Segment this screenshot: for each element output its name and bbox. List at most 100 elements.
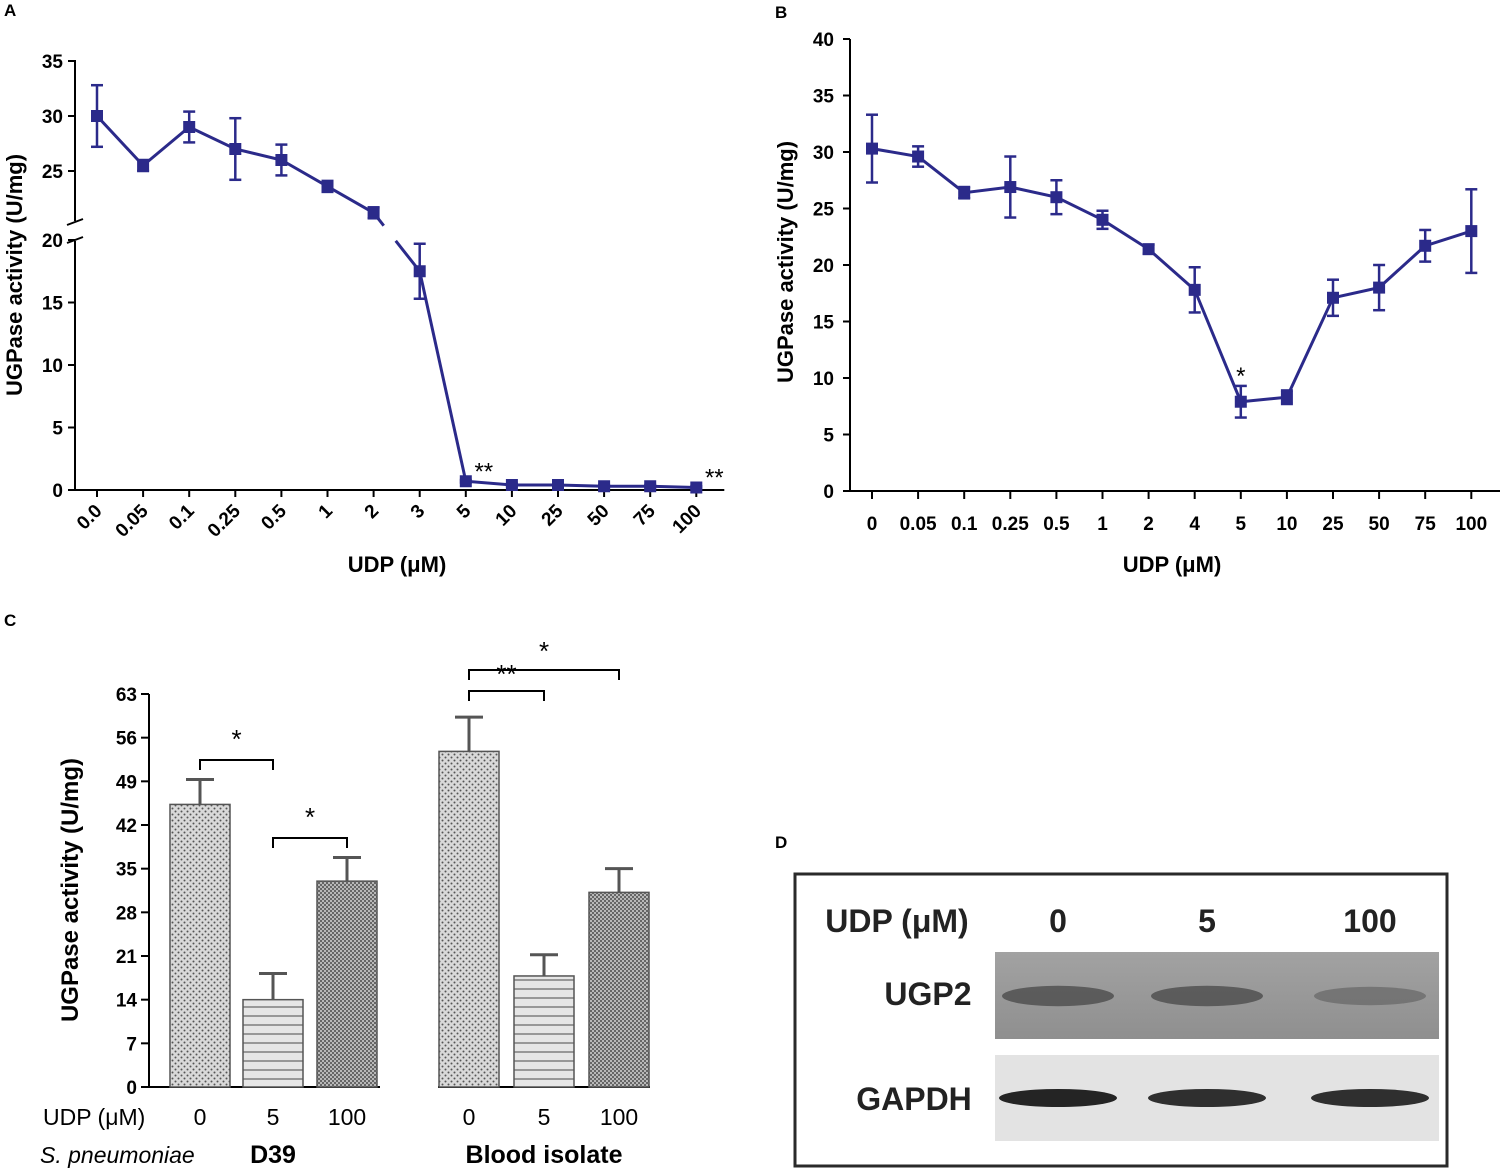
data-point [1142, 243, 1155, 256]
series-line [95, 114, 697, 489]
x-tick-label: 0.25 [204, 500, 245, 541]
significance-marker: ** [474, 458, 493, 485]
dose-label: 0 [194, 1104, 207, 1130]
data-point [91, 110, 103, 122]
x-tick-label: 10 [492, 501, 522, 531]
x-tick-label: 50 [584, 501, 614, 531]
blot-band [1151, 985, 1263, 1007]
x-tick-label: 0.0 [73, 501, 107, 535]
data-point [1188, 283, 1201, 296]
bar [588, 891, 650, 1088]
x-tick-label: 50 [1369, 514, 1390, 535]
panel-label-d: D [775, 833, 787, 852]
significance-bracket [199, 759, 274, 770]
data-point [912, 150, 925, 163]
y-tick-label: 14 [116, 991, 138, 1012]
data-point [552, 479, 564, 491]
blot-band-label-ugp2: UGP2 [884, 976, 971, 1012]
panel-label-a: A [4, 1, 16, 20]
y-tick-label: 25 [42, 162, 64, 183]
significance-marker: * [305, 802, 315, 832]
x-tick-label: 5 [1236, 514, 1247, 535]
y-tick-label: 56 [116, 729, 137, 750]
y-tick-label: 7 [126, 1034, 137, 1055]
panel-label-b: B [775, 3, 787, 22]
significance-marker: ** [705, 465, 724, 492]
blot-band-label-gapdh: GAPDH [856, 1081, 972, 1117]
dose-label: 100 [328, 1104, 366, 1130]
data-point [598, 480, 611, 493]
y-tick-label: 30 [42, 107, 63, 128]
axis-break-mark [66, 218, 84, 226]
data-point [1234, 395, 1247, 408]
y-tick-label: 15 [42, 294, 64, 315]
x-tick-label: 100 [669, 501, 706, 538]
series-line [871, 147, 1472, 404]
panel-label-c: C [4, 611, 16, 630]
bar [513, 975, 575, 1088]
x-tick-label: 0.1 [951, 514, 978, 535]
data-point [275, 154, 288, 166]
data-point [229, 143, 242, 155]
y-tick-label: 20 [42, 231, 63, 252]
x-tick-label: 100 [1455, 514, 1487, 535]
dose-label: 0 [463, 1104, 476, 1130]
blot-lane-label: 100 [1343, 903, 1396, 939]
bar [169, 803, 231, 1088]
data-point [1004, 181, 1017, 194]
blot-band [1311, 1089, 1429, 1107]
bar [438, 750, 500, 1088]
x-tick-label: 25 [1322, 514, 1344, 535]
western-blot-panel: UDP (μM) 0 5 100 UGP2 GAPDH [793, 872, 1449, 1168]
y-tick-label: 20 [813, 256, 834, 277]
blot-band [999, 1089, 1117, 1107]
chart-c: 0 7 14 21 28 35 42 49 56 63 UGPase activity (U/mg)… [40, 636, 650, 1169]
x-tick-label: 2 [1143, 514, 1154, 535]
data-point [1050, 191, 1063, 204]
udp-label: UDP (μM) [43, 1104, 145, 1130]
y-tick-label: 35 [813, 87, 835, 108]
data-point [459, 475, 472, 488]
y-tick-label: 5 [823, 426, 834, 447]
blot-band [1002, 985, 1114, 1007]
data-point [1327, 291, 1339, 304]
y-tick-label: 63 [116, 685, 137, 706]
x-tick-label: 0.05 [900, 514, 937, 535]
group-label: D39 [250, 1141, 296, 1169]
y-tick-label: 25 [813, 200, 835, 221]
blot-band [1148, 1089, 1266, 1107]
x-tick-label: 75 [630, 500, 660, 530]
y-axis-title: UGPase activity (U/mg) [773, 141, 798, 383]
data-point [1419, 239, 1432, 252]
data-point [866, 142, 878, 155]
dose-label: 5 [538, 1104, 551, 1130]
y-tick-label: 35 [116, 860, 138, 881]
x-tick-label: 0.1 [165, 500, 199, 534]
data-point [958, 186, 971, 199]
data-point [1373, 281, 1386, 294]
y-tick-label: 28 [116, 903, 137, 924]
y-tick-label: 40 [813, 30, 834, 51]
significance-marker: * [231, 724, 241, 754]
x-tick-label: 0.25 [992, 514, 1029, 535]
x-tick-label: 75 [1415, 514, 1437, 535]
blot-lane-label: 0 [1049, 903, 1067, 939]
y-tick-label: 10 [813, 369, 834, 390]
blot-bands [999, 985, 1429, 1107]
x-tick-label: 3 [407, 501, 429, 523]
x-tick-label: 4 [1189, 514, 1200, 535]
significance-bracket [468, 669, 620, 680]
y-tick-label: 15 [813, 313, 835, 334]
y-tick-label: 30 [813, 143, 834, 164]
significance-marker: * [539, 636, 549, 666]
data-point [413, 265, 426, 278]
y-tick-label: 35 [42, 52, 64, 73]
data-point [1465, 225, 1478, 238]
chart-b: 0 5 10 15 20 25 30 35 40 0 0.05 0.1 0.25 0.5 1 2 4 5 10 25 5… [773, 30, 1500, 577]
data-point [367, 206, 380, 219]
x-tick-label: 0 [867, 514, 878, 535]
group-label: Blood isolate [466, 1141, 623, 1169]
significance-bracket [272, 837, 348, 848]
